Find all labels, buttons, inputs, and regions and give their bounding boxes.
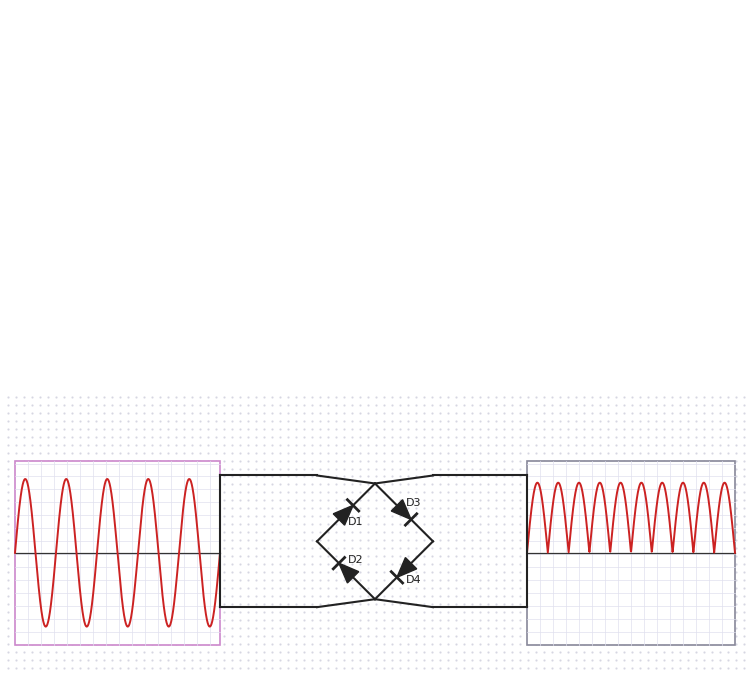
Polygon shape — [397, 557, 417, 577]
Text: D2: D2 — [348, 555, 364, 565]
Text: D3: D3 — [406, 497, 422, 507]
Text: D1: D1 — [348, 518, 364, 527]
Polygon shape — [333, 505, 353, 525]
Text: D4: D4 — [406, 575, 422, 585]
Polygon shape — [392, 500, 411, 520]
Bar — [15, 460, 220, 645]
Bar — [527, 460, 735, 645]
Polygon shape — [339, 563, 358, 583]
